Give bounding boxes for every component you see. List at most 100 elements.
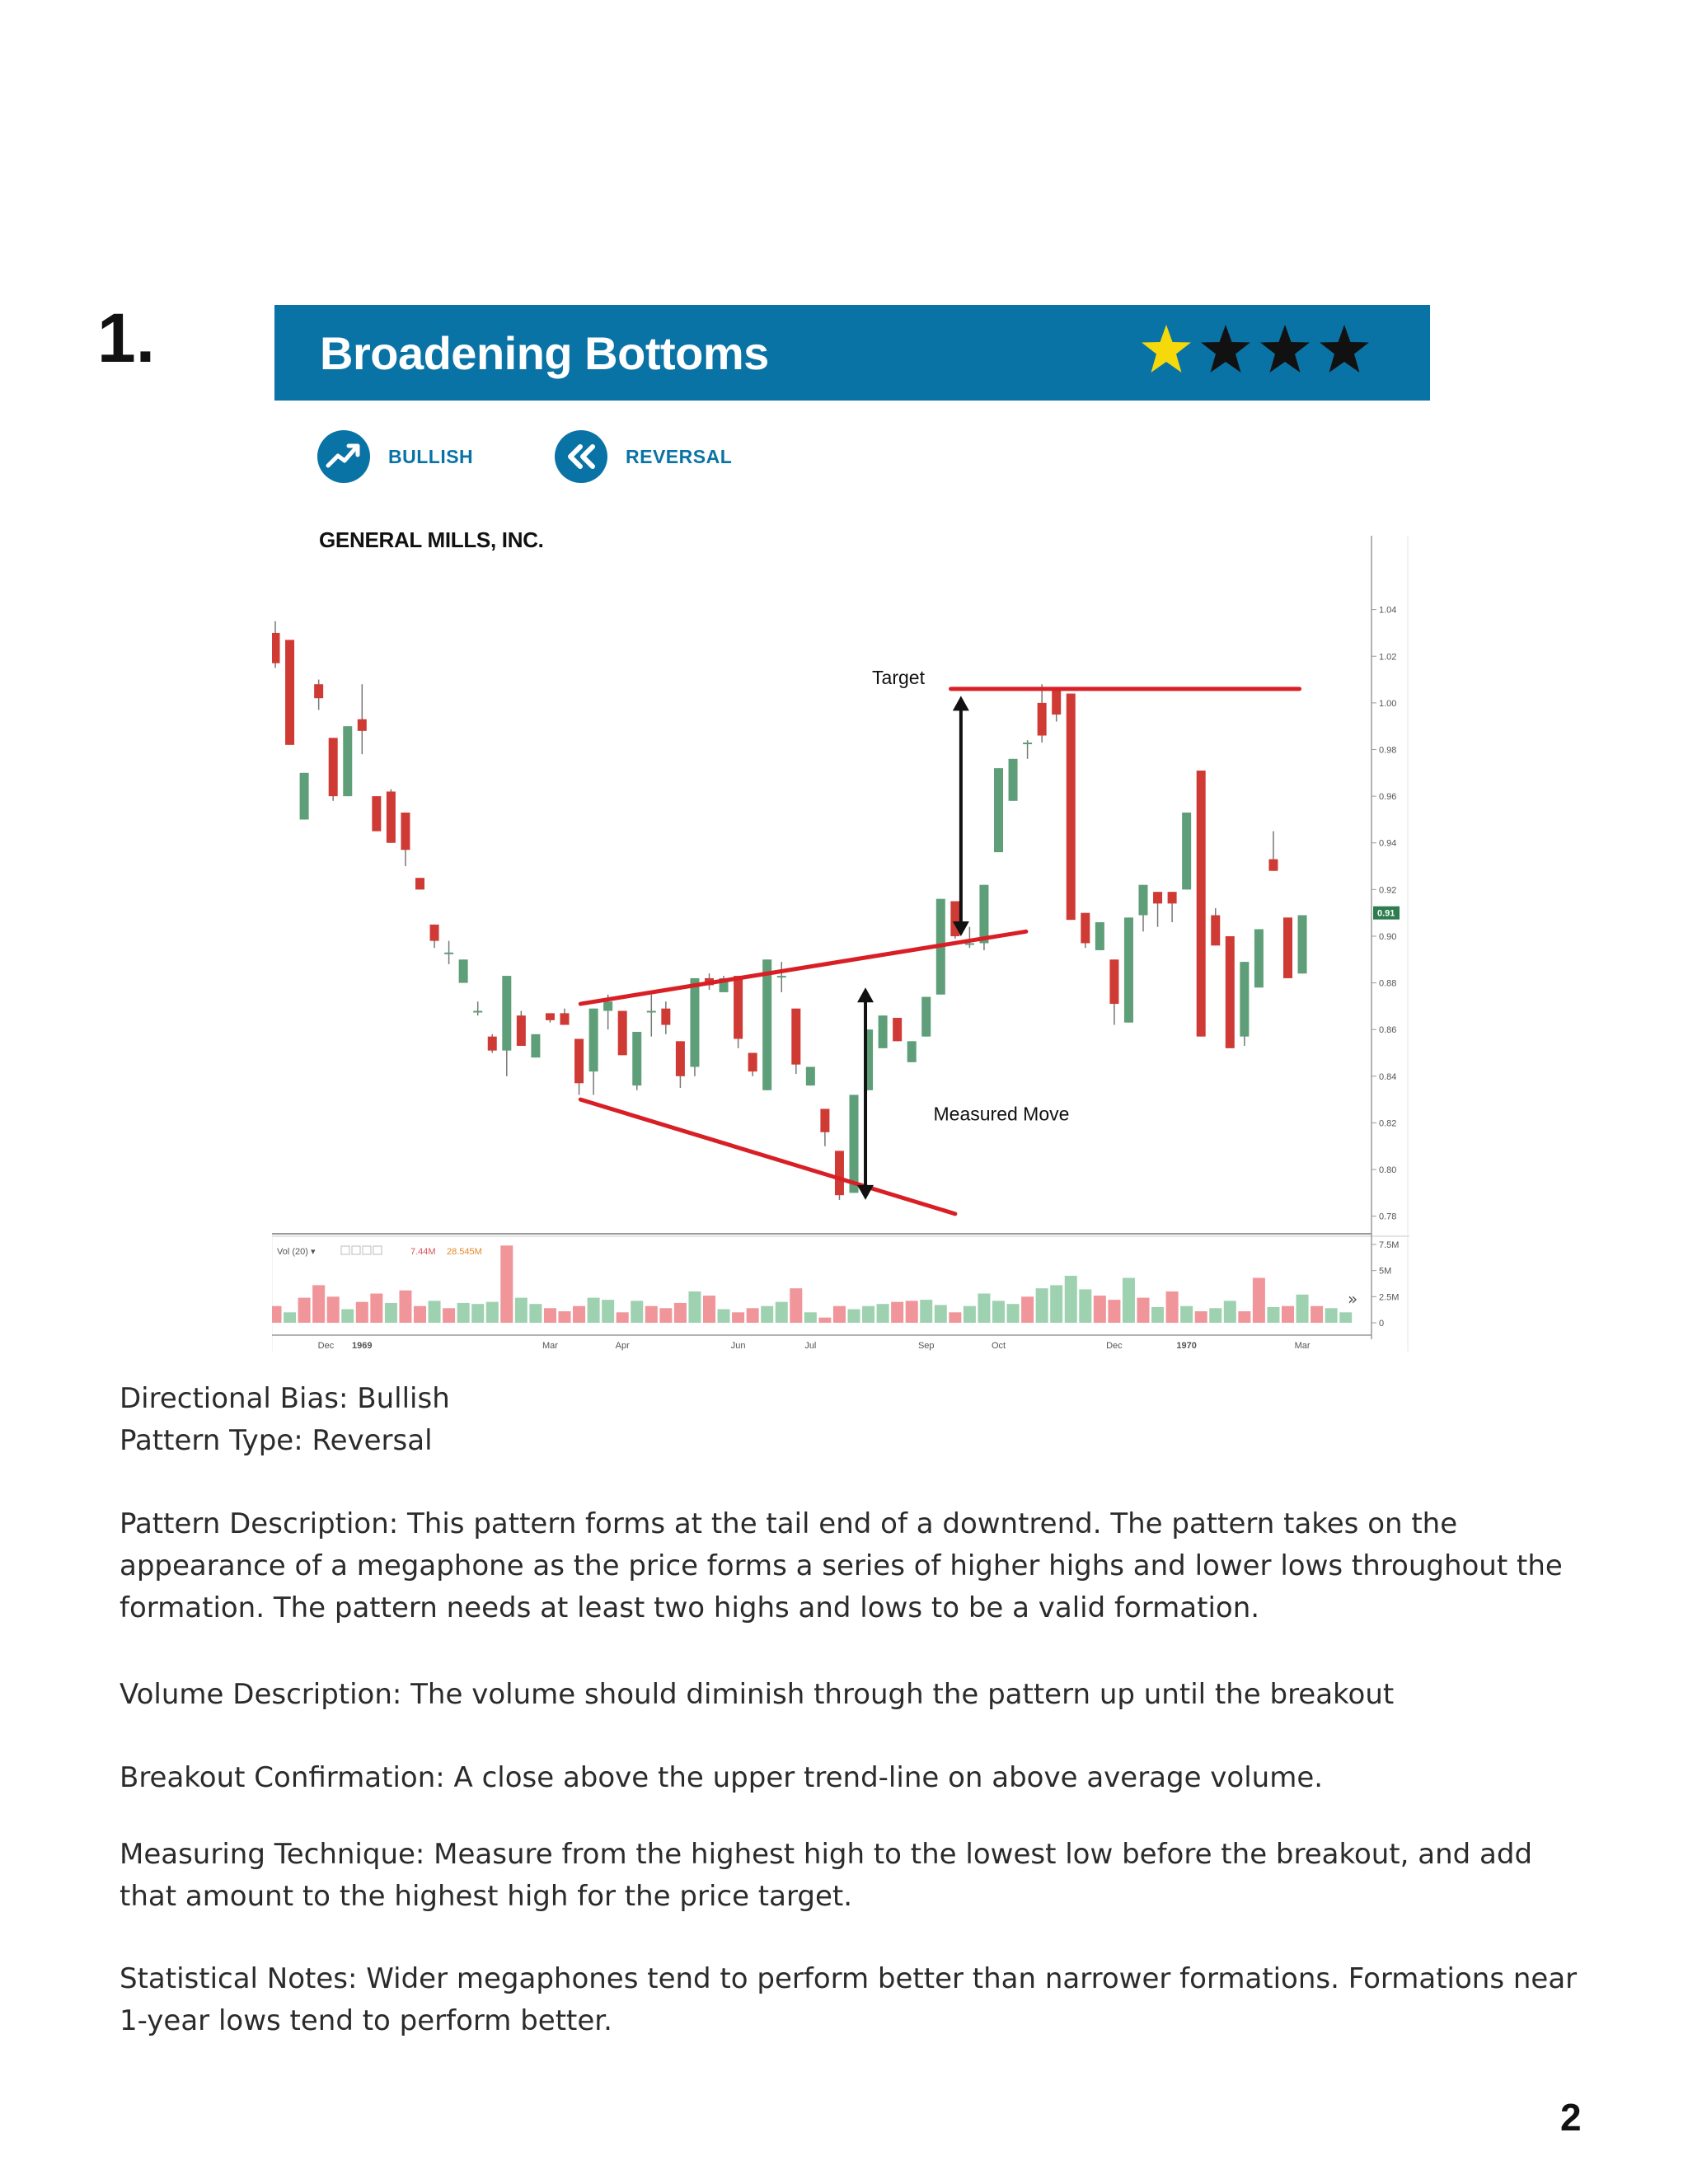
candle-down [1066,693,1076,921]
banner-title: Broadening Bottoms [320,327,769,379]
volume-bar [1296,1294,1309,1323]
candle-up [719,977,729,992]
volume-bar [1282,1305,1294,1323]
double-chevron-left-icon [555,430,607,483]
pattern-type: Pattern Type: Reversal [120,1424,433,1457]
volume-bar [761,1305,774,1323]
candle-up [1138,884,1148,916]
arrow-head-down [857,1184,874,1200]
star-filled-icon [1142,325,1191,373]
pattern-description: Pattern Description: This pattern forms … [120,1507,1563,1624]
x-tick-label: Mar [1295,1341,1311,1351]
candle-down [820,1108,830,1132]
candle-up [646,1010,656,1013]
volume-bar [1079,1289,1092,1323]
volume-bar [312,1285,326,1323]
candle-up [864,1029,874,1090]
volume-bar [341,1309,354,1323]
volume-bar [1267,1307,1280,1323]
y-tick-label: 0.88 [1379,979,1396,989]
volume-bar [428,1301,441,1323]
candle-up [690,977,700,1067]
volume-bar [1093,1296,1106,1323]
volume-bar [1064,1276,1077,1323]
y-tick-label: 1.02 [1379,652,1396,662]
x-tick-label: Sep [918,1341,935,1351]
candle-up [458,959,468,983]
volume-bar [790,1288,803,1323]
y-tick-label: 0.90 [1379,932,1396,942]
reversal-tag: REVERSAL [555,430,732,483]
volume-bar [485,1301,499,1323]
vol-tick-label: 2.5M [1379,1292,1399,1302]
x-tick-label: Mar [542,1341,558,1351]
volume-bar [847,1309,860,1323]
volume-bar [804,1312,817,1323]
legend-control-icon [351,1245,361,1255]
volume-bar [631,1301,644,1323]
candle-up [1008,758,1018,801]
volume-bar [602,1300,615,1323]
candle-down [357,719,367,731]
volume-bar [298,1297,311,1323]
y-tick-label: 0.98 [1379,745,1396,755]
last-price-badge [1373,906,1400,920]
candle-down [314,684,324,699]
candle-down [617,1010,627,1056]
last-price-label: 0.91 [1377,909,1395,919]
vol-tick-label: 7.5M [1379,1240,1399,1250]
candle-down [1052,688,1062,715]
volume-legend-label: Vol (20) ▾ [277,1247,316,1257]
candle-up [588,1008,598,1072]
expand-chevron-icon: » [1348,1289,1357,1309]
volume-bar [1194,1311,1207,1323]
volume-description: Volume Description: The volume should di… [120,1678,1395,1711]
candle-down [791,1008,801,1065]
volume-bar [645,1305,658,1323]
candle-down [516,1015,526,1047]
y-tick-label: 0.94 [1379,839,1396,849]
candle-down [1211,915,1221,946]
volume-bar [949,1312,962,1323]
x-tick-label: Dec [318,1341,335,1351]
measured-move-arrow [857,987,874,1200]
x-tick-label: 1970 [1176,1341,1196,1351]
star-icon [1320,325,1369,373]
candle-down [328,738,338,797]
volume-bar [963,1305,976,1323]
volume-bar [978,1293,991,1323]
volume-bar [703,1296,715,1323]
y-tick-label: 1.00 [1379,699,1396,709]
volume-bar [384,1302,397,1323]
pattern-banner: Broadening Bottoms [274,305,1430,401]
candle-up [502,976,512,1051]
x-tick-label: Apr [616,1341,630,1351]
candles-layer [272,621,1307,1200]
candle-down [675,1041,685,1076]
candle-up [444,952,454,954]
legend-control-icon [373,1245,382,1255]
candle-up [762,959,772,1090]
volume-bar [616,1312,629,1323]
candle-down [834,1151,844,1196]
candle-up [1095,921,1104,950]
volume-bar [1339,1312,1353,1323]
candle-down [429,924,439,941]
volume-bar [920,1300,933,1323]
candle-down [574,1038,584,1084]
lower-trendline [578,1097,958,1216]
y-tick-label: 0.80 [1379,1165,1396,1175]
candle-up [907,1041,917,1062]
candle-down [1081,912,1090,944]
candle-up [994,768,1003,853]
reversal-label: REVERSAL [626,445,733,467]
volume-bar [370,1293,383,1323]
rating-stars [1140,323,1371,376]
y-tick-label: 0.96 [1379,792,1396,802]
y-tick-label: 0.92 [1379,885,1396,895]
y-tick-label: 0.86 [1379,1025,1396,1035]
arrow-head-up [857,987,874,1003]
candle-up [964,943,974,945]
candle-down [1153,892,1163,904]
volume-bar [746,1308,759,1323]
